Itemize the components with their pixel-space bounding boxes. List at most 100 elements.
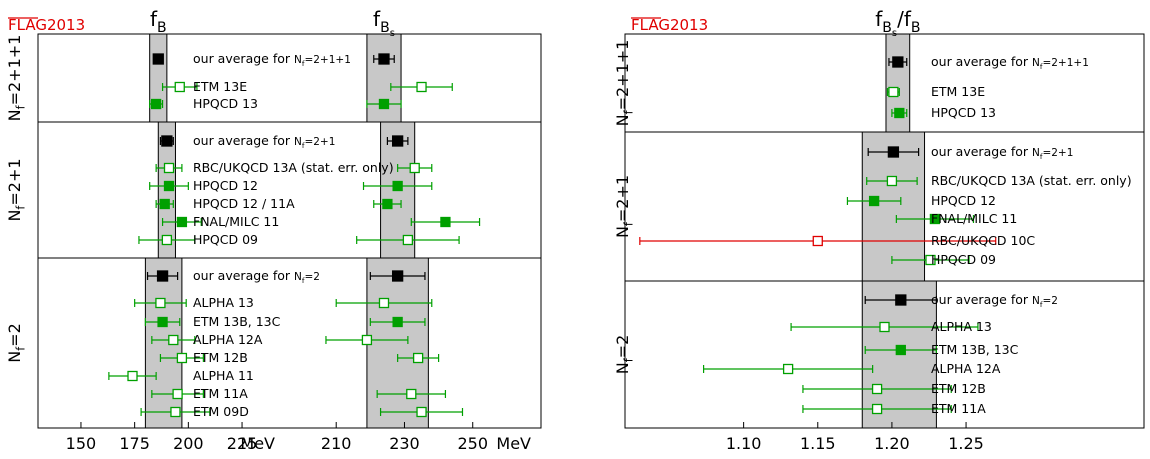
data-point-ratio — [879, 321, 890, 333]
data-point-fB — [161, 234, 173, 246]
data-point-fB — [163, 180, 175, 192]
row-label: our average for Nf=2+1+1 — [931, 54, 1089, 71]
data-point-fB — [150, 98, 162, 110]
row-label: ETM 13B, 13C — [931, 342, 1019, 357]
data-point-ratio — [895, 294, 907, 306]
left-chart: our average for Nf=2+1+1 ETM 13E HPQCD 13 N… — [5, 7, 542, 453]
data-point-ratio — [925, 254, 936, 266]
band-fBs-2 — [366, 257, 429, 429]
data-point-fB — [157, 316, 168, 328]
data-point-fB — [155, 297, 166, 309]
panel-title: fB — [150, 7, 167, 36]
row-label: ETM 13B, 13C — [193, 314, 281, 329]
row-label: HPQCD 12 — [193, 178, 258, 193]
data-point-fBs — [409, 162, 420, 174]
group-label: Nf=2+1 — [613, 175, 635, 238]
row-label: HPQCD 12 — [931, 193, 996, 208]
row-label: FNAL/MILC 11 — [193, 214, 279, 229]
row-label: HPQCD 09 — [931, 252, 996, 267]
row-label: ETM 11A — [193, 386, 248, 401]
row-label: our average for Nf=2+1 — [193, 133, 335, 150]
data-point-fBs — [391, 270, 404, 282]
data-point-fBs — [361, 334, 373, 346]
data-point-fB — [172, 388, 183, 400]
data-point-fB — [176, 216, 188, 228]
data-point-fB — [168, 334, 179, 346]
data-point-fBs — [416, 81, 427, 93]
row-label: ALPHA 13 — [193, 295, 254, 310]
x-tick-label: 1.25 — [948, 434, 984, 453]
data-point-ratio — [892, 56, 904, 68]
x-tick-label: 225 — [227, 434, 258, 453]
x-tick-label: 1.10 — [726, 434, 762, 453]
data-point-ratio — [894, 107, 905, 119]
data-point-fB — [127, 370, 138, 382]
data-point-ratio — [887, 146, 900, 158]
data-point-fB — [174, 81, 185, 93]
data-point-fBs — [402, 234, 414, 246]
data-point-fB — [176, 352, 188, 364]
row-label: ETM 13E — [193, 79, 247, 94]
data-point-fB — [159, 198, 170, 210]
left-frame — [37, 33, 542, 429]
row-label: HPQCD 13 — [193, 96, 258, 111]
row-label: our average for Nf=2 — [931, 292, 1058, 309]
data-point-fB — [163, 162, 175, 174]
group-label: Nf=2+1 — [5, 158, 27, 221]
row-label: HPQCD 09 — [193, 232, 258, 247]
data-point-fBs — [412, 352, 424, 364]
row-label: ALPHA 11 — [193, 368, 254, 383]
row-label: HPQCD 13 — [931, 105, 996, 120]
x-tick-label: 1.20 — [874, 434, 910, 453]
data-point-ratio — [871, 403, 883, 415]
data-point-fBs — [378, 53, 390, 65]
group-label: Nf=2+1+1 — [5, 35, 27, 122]
data-point-ratio — [929, 213, 941, 225]
x-tick-label: 175 — [119, 434, 150, 453]
row-label: HPQCD 12 / 11A — [193, 196, 295, 211]
data-point-ratio — [895, 344, 906, 356]
group-label: Nf=2 — [5, 323, 27, 363]
data-point-fB — [152, 53, 164, 65]
data-point-ratio — [812, 235, 823, 247]
data-point-fBs — [392, 180, 403, 192]
row-label: ETM 11A — [931, 401, 986, 416]
panel-title: fBs — [373, 7, 395, 39]
data-point-fBs — [392, 316, 403, 328]
row-label: our average for Nf=2 — [193, 268, 320, 285]
row-label: FNAL/MILC 11 — [931, 211, 1017, 226]
group-label: Nf=2 — [613, 335, 635, 375]
data-point-ratio — [782, 363, 794, 375]
x-tick-label: 250 — [457, 434, 488, 453]
row-label: ALPHA 12A — [931, 361, 1001, 376]
row-label: RBC/UKQCD 10C — [931, 233, 1035, 248]
data-point-fB — [156, 270, 169, 282]
x-tick-label: 230 — [389, 434, 420, 453]
row-label: RBC/UKQCD 13A (stat. err. only) — [193, 160, 394, 175]
data-point-ratio — [888, 86, 899, 98]
flag-label: FLAG2013 — [8, 16, 85, 34]
panel-title: fBs/fB — [875, 7, 920, 39]
x-tick-label: 150 — [66, 434, 97, 453]
row-label: ETM 12B — [193, 350, 248, 365]
x-tick-label: 200 — [173, 434, 204, 453]
data-point-ratio — [886, 175, 898, 187]
row-label: ETM 12B — [931, 381, 986, 396]
data-point-fBs — [416, 406, 427, 418]
row-label: ALPHA 13 — [931, 319, 992, 334]
x-tick-label: 1.15 — [800, 434, 836, 453]
data-point-fBs — [378, 98, 390, 110]
data-point-fBs — [378, 297, 390, 309]
data-point-fB — [161, 135, 173, 147]
row-label: our average for Nf=2+1+1 — [193, 51, 351, 68]
group-label: Nf=2+1+1 — [613, 40, 635, 127]
data-point-fBs — [440, 216, 451, 228]
row-label: ALPHA 12A — [193, 332, 263, 347]
right-chart: our average for Nf=2+1+1 ETM 13E HPQCD 13 N… — [613, 7, 1145, 453]
row-label: ETM 13E — [931, 84, 985, 99]
data-point-fB — [170, 406, 181, 418]
data-point-ratio — [868, 195, 880, 207]
data-point-fBs — [391, 135, 404, 147]
x-unit-label: MeV — [240, 434, 275, 453]
